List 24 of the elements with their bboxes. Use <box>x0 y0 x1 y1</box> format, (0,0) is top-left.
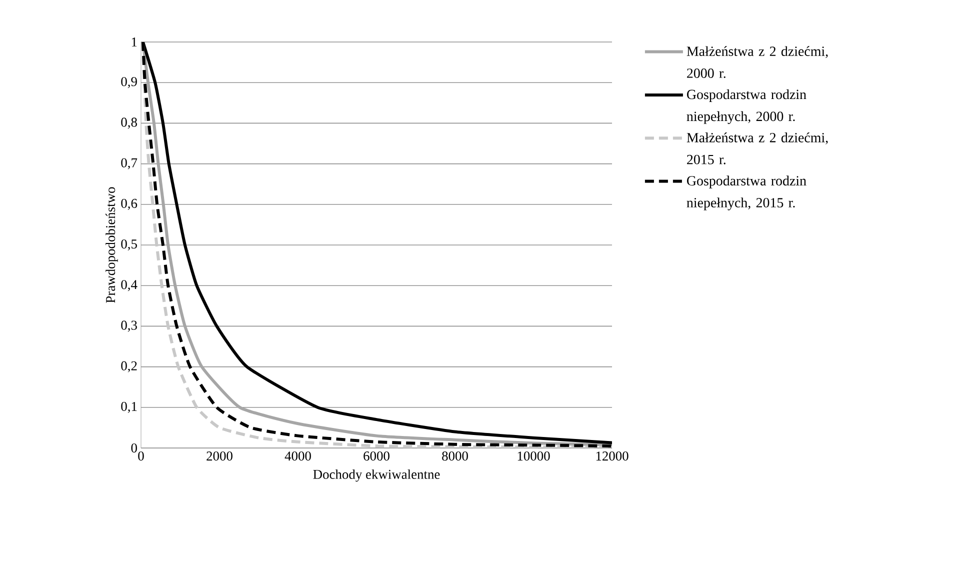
x-tick-label: 6000 <box>364 452 390 461</box>
legend-label: Gospodarstwa rodzin niepełnych, 2000 r. <box>686 89 806 124</box>
x-tick-label: 0 <box>138 452 144 461</box>
x-tick-label: 8000 <box>442 452 468 461</box>
y-tick-label: 1 <box>132 38 137 46</box>
y-tick-label: 0,8 <box>121 118 137 129</box>
x-axis-title: Dochody ekwiwalentne <box>313 469 440 482</box>
y-tick-label: 0,4 <box>121 280 138 292</box>
y-tick-label: 0,5 <box>121 239 137 250</box>
y-tick-label: 0,6 <box>121 198 138 210</box>
legend-label: Małżeństwa z 2 dziećmi, 2015 r. <box>686 132 828 164</box>
x-tick-label: 12000 <box>596 452 628 461</box>
legend-label: Gospodarstwa rodzin niepełnych, 2015 r. <box>686 176 806 210</box>
y-axis-title: Prawdopodobieństwo <box>106 187 118 303</box>
y-tick-label: 0 <box>131 443 137 453</box>
y-tick-label: 0,2 <box>121 361 137 372</box>
x-tick-label: 10000 <box>518 452 550 461</box>
y-tick-label: 0,1 <box>121 402 137 413</box>
legend-label: Małżeństwa z 2 dziećmi, 2000 r. <box>686 46 828 78</box>
y-tick-label: 0,7 <box>121 158 138 170</box>
x-tick-label: 2000 <box>206 452 232 461</box>
x-tick-label: 4000 <box>284 452 311 461</box>
y-tick-label: 0,3 <box>121 320 137 332</box>
y-tick-label: 0,9 <box>121 77 137 88</box>
